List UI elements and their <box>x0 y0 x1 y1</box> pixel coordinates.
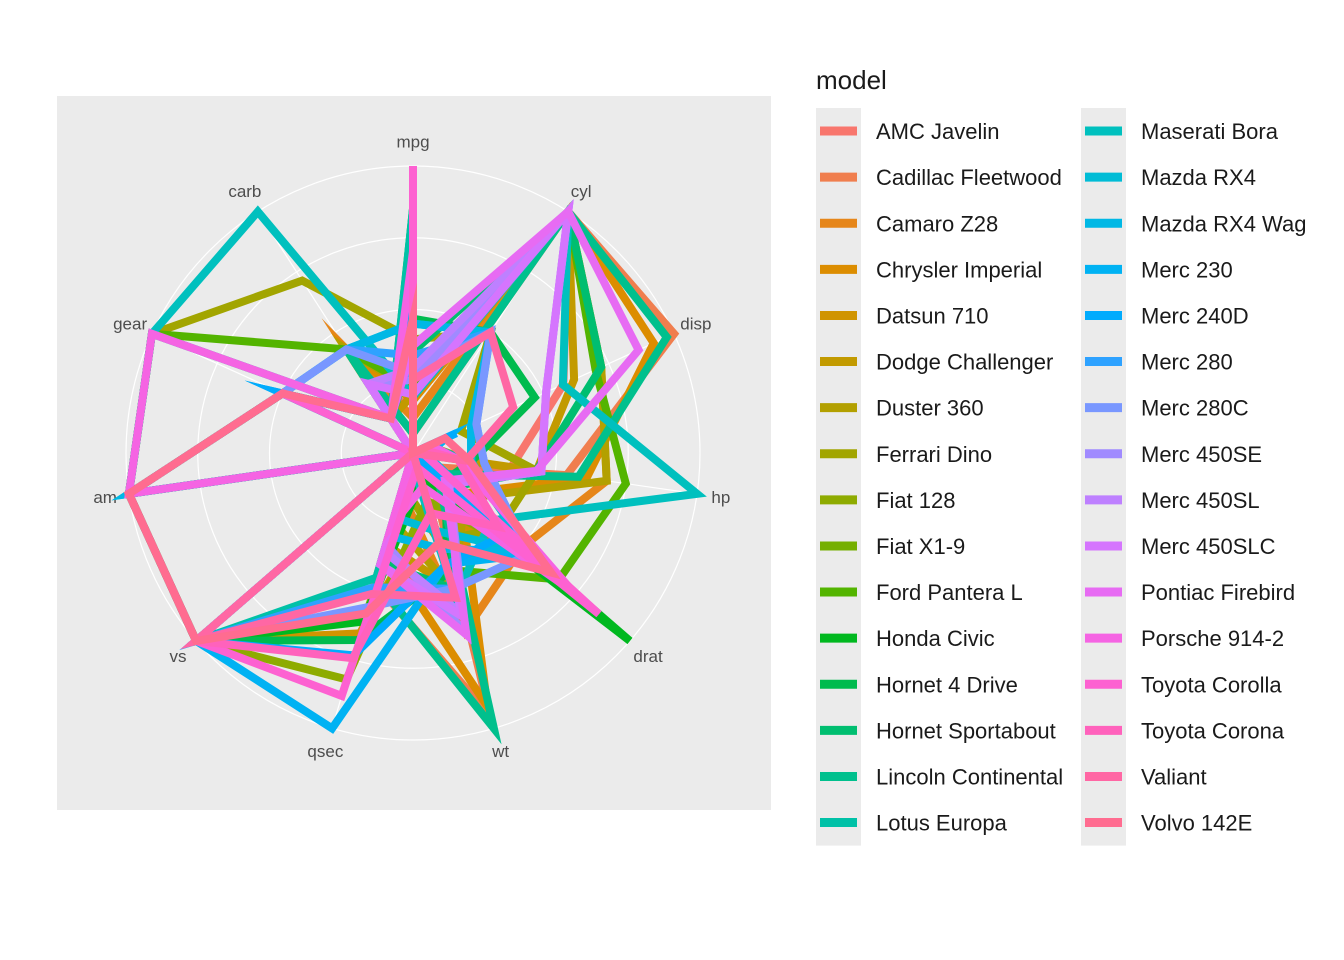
legend-label-8: Fiat 128 <box>876 488 956 513</box>
legend-label-12: Hornet 4 Drive <box>876 672 1018 697</box>
legend-label-31: Volvo 142E <box>1141 811 1252 836</box>
series-line-30 <box>180 326 518 650</box>
axis-label-gear: gear <box>113 314 147 333</box>
legend-label-16: Maserati Bora <box>1141 119 1279 144</box>
legend-label-2: Camaro Z28 <box>876 211 998 236</box>
legend-label-3: Chrysler Imperial <box>876 257 1042 282</box>
legend-label-6: Duster 360 <box>876 396 984 421</box>
legend-title: model <box>816 65 887 95</box>
legend: model AMC Javelin Cadillac Fleetwood Camar… <box>816 65 1306 846</box>
legend-label-5: Dodge Challenger <box>876 350 1053 375</box>
legend-label-15: Lotus Europa <box>876 811 1008 836</box>
legend-label-26: Pontiac Firebird <box>1141 580 1295 605</box>
axis-label-vs: vs <box>169 647 186 666</box>
axis-label-disp: disp <box>680 314 711 333</box>
legend-label-23: Merc 450SE <box>1141 442 1262 467</box>
legend-label-14: Lincoln Continental <box>876 764 1063 789</box>
legend-label-21: Merc 280 <box>1141 350 1233 375</box>
legend-label-29: Toyota Corona <box>1141 718 1285 743</box>
legend-label-30: Valiant <box>1141 764 1207 789</box>
axis-label-qsec: qsec <box>307 742 343 761</box>
series-lines <box>111 166 707 745</box>
legend-label-11: Honda Civic <box>876 626 995 651</box>
legend-label-25: Merc 450SLC <box>1141 534 1276 559</box>
legend-label-27: Porsche 914-2 <box>1141 626 1284 651</box>
legend-label-19: Merc 230 <box>1141 257 1233 282</box>
legend-label-10: Ford Pantera L <box>876 580 1023 605</box>
legend-label-28: Toyota Corolla <box>1141 672 1282 697</box>
legend-key-column-1 <box>816 108 861 846</box>
series-line-26 <box>375 205 644 645</box>
legend-label-9: Fiat X1-9 <box>876 534 965 559</box>
legend-label-20: Merc 240D <box>1141 303 1249 328</box>
legend-label-7: Ferrari Dino <box>876 442 992 467</box>
axis-label-mpg: mpg <box>396 133 429 152</box>
axis-label-cyl: cyl <box>571 182 592 201</box>
legend-label-17: Mazda RX4 <box>1141 165 1256 190</box>
legend-label-18: Mazda RX4 Wag <box>1141 211 1306 236</box>
legend-label-13: Hornet Sportabout <box>876 718 1056 743</box>
axis-labels: mpg cyl disp hp drat wt qsec vs am gear carb <box>93 133 730 761</box>
axis-label-wt: wt <box>491 742 509 761</box>
axis-label-hp: hp <box>711 488 730 507</box>
axis-label-drat: drat <box>633 647 663 666</box>
legend-key-column-2 <box>1081 108 1126 846</box>
legend-label-22: Merc 280C <box>1141 396 1249 421</box>
axis-label-am: am <box>93 488 117 507</box>
legend-label-4: Datsun 710 <box>876 303 989 328</box>
legend-label-1: Cadillac Fleetwood <box>876 165 1062 190</box>
legend-label-24: Merc 450SL <box>1141 488 1260 513</box>
legend-label-0: AMC Javelin <box>876 119 999 144</box>
axis-label-carb: carb <box>228 182 261 201</box>
series-line-31 <box>123 282 561 646</box>
